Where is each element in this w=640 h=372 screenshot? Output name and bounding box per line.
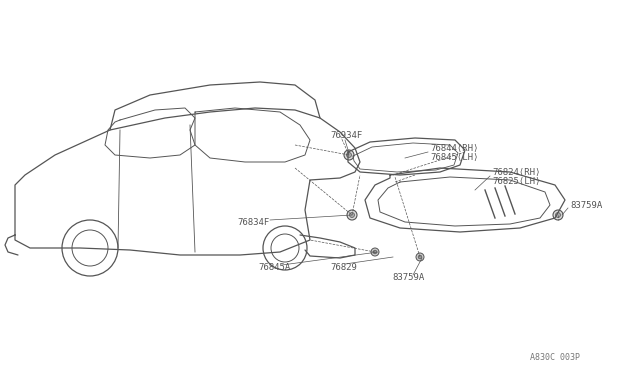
Text: 76844⟨RH⟩: 76844⟨RH⟩	[430, 144, 478, 153]
Text: 76845A: 76845A	[258, 263, 291, 273]
Circle shape	[371, 248, 379, 256]
Circle shape	[553, 210, 563, 220]
Text: 76824⟨RH⟩: 76824⟨RH⟩	[492, 167, 540, 176]
Circle shape	[349, 212, 355, 218]
Circle shape	[418, 255, 422, 259]
Circle shape	[373, 250, 377, 254]
Text: 76845⟨LH⟩: 76845⟨LH⟩	[430, 153, 478, 161]
Text: A830C 003P: A830C 003P	[530, 353, 580, 362]
Circle shape	[344, 150, 354, 160]
Circle shape	[347, 210, 357, 220]
Text: 83759A: 83759A	[392, 273, 424, 282]
Circle shape	[416, 253, 424, 261]
Text: 83759A: 83759A	[570, 201, 602, 209]
Circle shape	[556, 212, 561, 218]
Text: 76834F: 76834F	[237, 218, 269, 227]
Circle shape	[346, 153, 351, 157]
Text: 76829: 76829	[330, 263, 357, 272]
Text: 76934F: 76934F	[330, 131, 362, 140]
Text: 76825⟨LH⟩: 76825⟨LH⟩	[492, 176, 540, 186]
